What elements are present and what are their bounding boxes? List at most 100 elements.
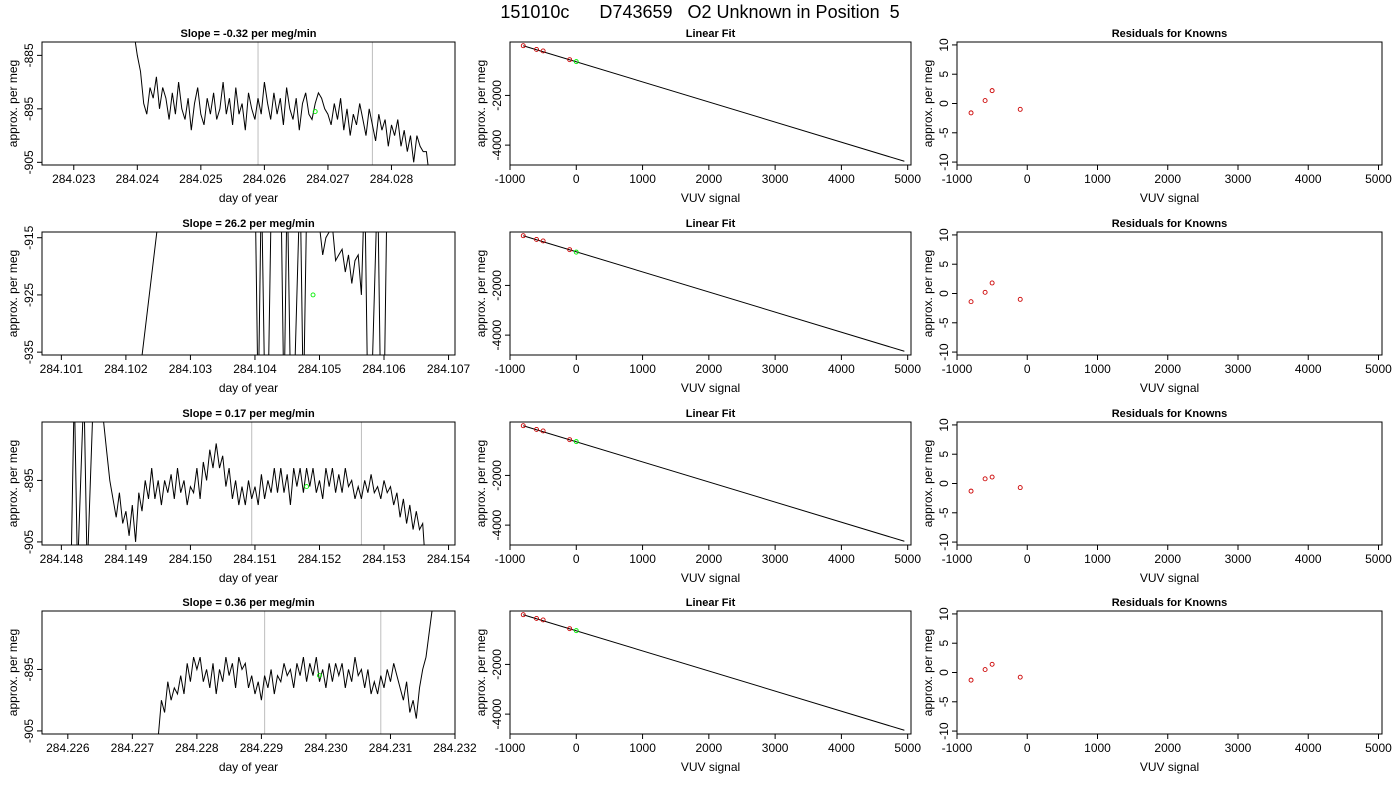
panel-r4-fit-known-point (540, 617, 546, 623)
panel-r4-timeseries-frame (41, 610, 456, 735)
panel-r3-residuals-x-tick-label: -1000 (942, 552, 973, 566)
panel-r1-fit-known-point (534, 47, 539, 52)
panel-r3-fit-y-tick-label: -2000 (490, 460, 504, 491)
panel-r2-residuals-y-tick-label: 5 (937, 261, 951, 268)
panel-r4-fit-x-tick-label: 1000 (629, 741, 656, 755)
panel-r2-residuals-title: Residuals for Knowns (1112, 218, 1228, 230)
panel-r4-timeseries-series-line (157, 611, 433, 734)
panel-r4-residuals-known-point (968, 677, 974, 683)
panel-r2-residuals-y-tick-label: 10 (937, 228, 951, 242)
panel-r3-timeseries-x-tick-label: 284.149 (104, 552, 148, 566)
panel-r1-fit-known-point (567, 57, 573, 63)
panel-r4-residuals-x-tick-label: 3000 (1225, 741, 1252, 755)
panel-r4-timeseries-title: Slope = 0.36 per meg/min (182, 597, 315, 609)
panel-r2-fit-x-tick-label: 5000 (894, 362, 921, 376)
panel-r1-residuals-known-point (989, 88, 995, 94)
panel-r2-fit-frame (509, 231, 912, 356)
panel-r1-residuals-x-tick-label: 5000 (1365, 172, 1392, 186)
panel-r4-fit-y-tick-label: -2000 (490, 649, 504, 680)
panel-r2-fit-x-tick-label: 2000 (695, 362, 722, 376)
panel-r4-residuals-y-tick-label: 0 (937, 669, 951, 676)
panel-r4-residuals-y-tick-label: 10 (937, 607, 951, 621)
panel-r2-fit-known-point (534, 237, 539, 242)
panel-r1-timeseries-x-tick-label: 284.023 (52, 172, 96, 186)
panel-r3-fit-unknown-point (573, 439, 579, 445)
panel-r1-timeseries-x-axis-label: day of year (219, 191, 278, 205)
panel-r2-residuals-x-tick-label: 1000 (1084, 362, 1111, 376)
panel-r4-residuals-x-tick-label: 4000 (1295, 741, 1322, 755)
panel-r4-timeseries-unknown-point (317, 673, 322, 679)
panel-r3-fit-known-point (534, 427, 539, 432)
panel-r2-residuals-x-tick-label: 5000 (1365, 362, 1392, 376)
panel-r2-timeseries-x-tick-label: 284.107 (427, 362, 471, 376)
panel-r3-residuals-y-tick-label: 10 (937, 418, 951, 432)
panel-r1-fit-known-point (540, 48, 546, 54)
panel-r3-timeseries-x-tick-label: 284.154 (427, 552, 471, 566)
panel-r2-residuals-known-point (982, 289, 988, 295)
panel-r2-fit-x-axis-label: VUV signal (681, 381, 740, 395)
panel-r1-fit-x-tick-label: 0 (573, 172, 580, 186)
panel-r2-timeseries-frame (41, 231, 456, 356)
panel-r3-fit-x-axis-label: VUV signal (681, 571, 740, 585)
panel-r4-fit-x-tick-label: 4000 (828, 741, 855, 755)
panel-r3-timeseries-x-tick-label: 284.150 (169, 552, 213, 566)
panel-r3-timeseries-unknown-point (304, 484, 310, 490)
panel-r3-fit-title: Linear Fit (686, 408, 736, 420)
panel-r3-timeseries-y-axis-label: approx. per meg (6, 440, 20, 527)
panel-r4-residuals-frame (956, 610, 1383, 735)
panel-r4-timeseries-y-tick-label: -905 (22, 719, 36, 743)
panel-r2-timeseries-title: Slope = 26.2 per meg/min (182, 218, 315, 230)
panel-r1-fit-y-tick-label: -4000 (490, 129, 504, 160)
panel-r3-timeseries-x-tick-label: 284.151 (233, 552, 277, 566)
panel-r2-residuals-y-tick-label: 0 (937, 290, 951, 297)
panel-r2-timeseries-x-tick-label: 284.101 (40, 362, 84, 376)
panel-r4-fit-known-point (520, 612, 526, 618)
panel-r4-residuals-title: Residuals for Knowns (1112, 597, 1228, 609)
panel-r2-residuals-x-axis-label: VUV signal (1140, 381, 1199, 395)
panel-r1-timeseries-frame (41, 41, 456, 166)
panel-r1-residuals-known-point (1017, 106, 1023, 112)
panel-r2-fit-y-axis-label: approx. per meg (474, 250, 488, 337)
panel-r3-fit-known-point (567, 437, 573, 443)
panel-r4-residuals-x-tick-label: 5000 (1365, 741, 1392, 755)
panel-r1-residuals-x-axis-label: VUV signal (1140, 191, 1199, 205)
panel-r1-residuals-x-tick-label: 4000 (1295, 172, 1322, 186)
panel-r3-residuals-known-point (982, 476, 988, 482)
panel-r2-fit-known-point (567, 247, 573, 253)
panel-r1-timeseries-series-line (134, 42, 429, 165)
panel-r3-timeseries-title: Slope = 0.17 per meg/min (182, 408, 315, 420)
panel-r3-residuals-x-axis-label: VUV signal (1140, 571, 1199, 585)
panel-r1-residuals-y-tick-label: -10 (937, 153, 951, 171)
panel-r1-timeseries-y-tick-label: -905 (22, 150, 36, 174)
panel-r4-timeseries-x-tick-label: 284.230 (304, 741, 348, 755)
panel-r4-fit-x-tick-label: 0 (573, 741, 580, 755)
panel-r1-fit-x-tick-label: 3000 (762, 172, 789, 186)
panel-r4-residuals-y-tick-label: -10 (937, 722, 951, 740)
panel-r4-residuals-x-tick-label: 0 (1024, 741, 1031, 755)
panel-r3-residuals-x-tick-label: 1000 (1084, 552, 1111, 566)
panel-r4-fit-x-tick-label: 3000 (762, 741, 789, 755)
panel-r1-residuals-x-tick-label: 3000 (1225, 172, 1252, 186)
panel-r4-timeseries-x-axis-label: day of year (219, 760, 278, 774)
panel-r2-residuals-y-tick-label: -5 (937, 317, 951, 328)
panel-r4-timeseries-x-tick-label: 284.229 (240, 741, 284, 755)
panel-r3-residuals-y-tick-label: -10 (937, 533, 951, 551)
panel-r1-fit-y-axis-label: approx. per meg (474, 60, 488, 147)
panel-r4-fit-known-point (567, 626, 573, 632)
panel-r4-fit-fit-line (523, 614, 905, 731)
panel-r4-timeseries-y-axis-label: approx. per meg (6, 629, 20, 716)
panel-r1-timeseries-x-tick-label: 284.028 (370, 172, 414, 186)
panel-r3-residuals-frame (956, 421, 1383, 546)
panel-r3-residuals-x-tick-label: 2000 (1154, 552, 1181, 566)
panel-r2-timeseries-x-tick-label: 284.102 (104, 362, 148, 376)
panel-r1-timeseries-unknown-point (312, 109, 318, 114)
panel-r1-timeseries-x-tick-label: 284.024 (116, 172, 160, 186)
panel-r3-fit-y-axis-label: approx. per meg (474, 440, 488, 527)
panel-r2-residuals-x-tick-label: 3000 (1225, 362, 1252, 376)
panel-r2-fit-unknown-point (573, 249, 579, 255)
panel-r3-fit-y-tick-label: -4000 (490, 509, 504, 540)
panel-r2-timeseries-unknown-point (310, 292, 316, 298)
panel-r3-timeseries-x-tick-label: 284.153 (362, 552, 406, 566)
panel-r2-timeseries-x-tick-label: 284.103 (169, 362, 213, 376)
panel-r4-residuals-y-tick-label: -5 (937, 696, 951, 707)
